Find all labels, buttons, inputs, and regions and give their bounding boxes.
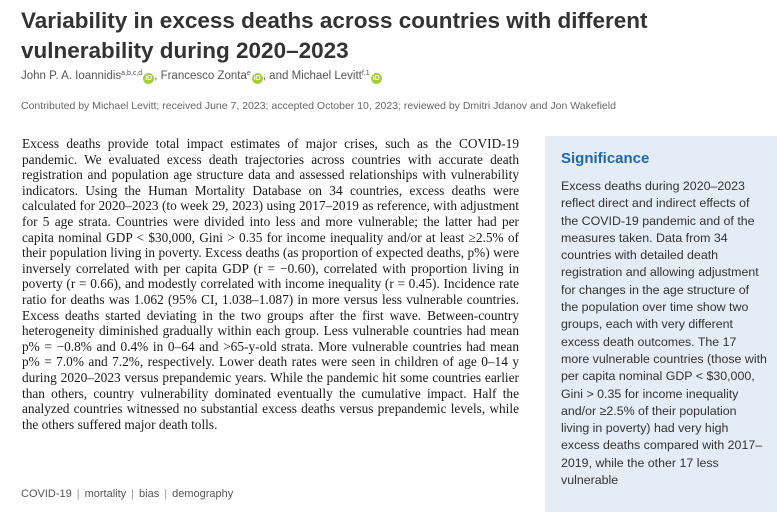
keyword-link[interactable]: bias bbox=[139, 488, 160, 500]
affiliation-marks: e bbox=[246, 70, 251, 77]
keyword-list: COVID-19 | mortality | bias | demography bbox=[21, 488, 233, 500]
contribution-note: Contributed by Michael Levitt; received … bbox=[21, 100, 616, 112]
significance-text: Excess deaths during 2020–2023 reflect d… bbox=[561, 179, 767, 488]
author-list: John P. A. Ioannidisa,b,c,diD, Francesco… bbox=[21, 70, 382, 84]
orcid-icon[interactable]: iD bbox=[251, 73, 263, 84]
keyword-separator: | bbox=[131, 488, 135, 500]
orcid-icon[interactable]: iD bbox=[143, 73, 155, 84]
keyword-link[interactable]: demography bbox=[172, 488, 234, 500]
author[interactable]: Michael Levittf,1iD bbox=[291, 70, 382, 84]
keyword-separator: | bbox=[76, 488, 80, 500]
author[interactable]: John P. A. Ioannidisa,b,c,diD bbox=[21, 70, 155, 84]
article-title: Variability in excess deaths across coun… bbox=[21, 8, 648, 63]
affiliation-marks: f,1 bbox=[361, 70, 370, 77]
significance-heading: Significance bbox=[561, 150, 650, 167]
keyword-link[interactable]: COVID-19 bbox=[21, 488, 72, 500]
abstract-text: Excess deaths provide total impact estim… bbox=[22, 136, 519, 432]
author[interactable]: Francesco ZontaeiD bbox=[160, 70, 263, 84]
significance-panel: Significance Excess deaths during 2020–2… bbox=[545, 136, 777, 512]
affiliation-marks: a,b,c,d bbox=[121, 70, 143, 77]
keyword-link[interactable]: mortality bbox=[84, 488, 127, 500]
keyword-separator: | bbox=[164, 488, 168, 500]
orcid-icon[interactable]: iD bbox=[370, 73, 382, 84]
